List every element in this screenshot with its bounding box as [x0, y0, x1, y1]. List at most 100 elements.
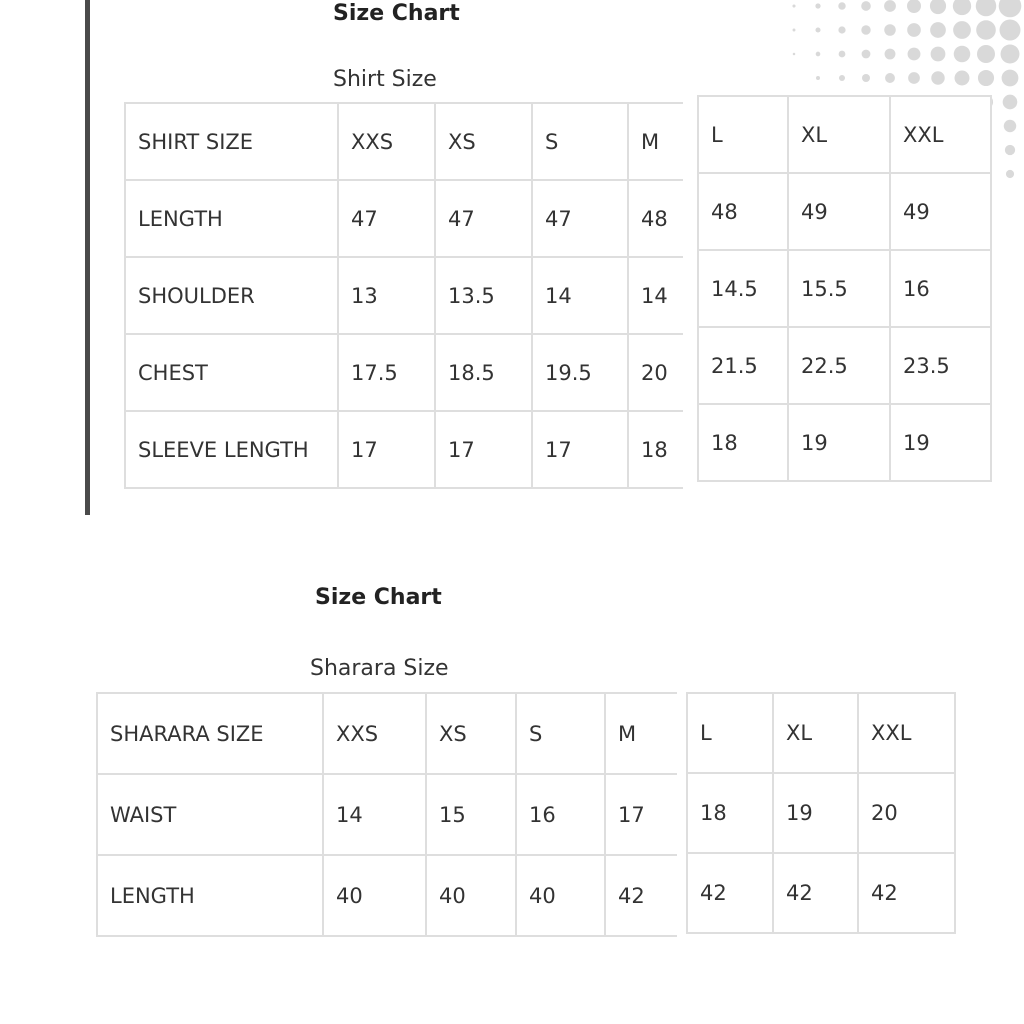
measurement-value: 42 [604, 854, 677, 937]
halftone-dot [907, 0, 921, 13]
measurement-value: 42 [772, 852, 859, 934]
halftone-dot [976, 20, 996, 40]
measurement-value: 18 [697, 403, 789, 482]
measurement-value: 49 [889, 172, 992, 251]
halftone-dot [954, 70, 970, 86]
size-header-cell: XS [434, 102, 533, 181]
size-header-cell: XL [787, 95, 891, 174]
table-row: WAIST 14 15 16 17 [96, 773, 677, 856]
halftone-dot [908, 72, 920, 84]
measurement-value: 19 [889, 403, 992, 482]
halftone-dot [1000, 44, 1020, 64]
measurement-value: 19 [772, 772, 859, 854]
table-row: LENGTH 47 47 47 48 [124, 179, 683, 258]
measurement-value: 23.5 [889, 326, 992, 405]
halftone-dot [999, 19, 1021, 41]
halftone-dot [838, 2, 846, 10]
halftone-dot [930, 22, 946, 38]
halftone-dot [931, 71, 945, 85]
halftone-dot [861, 25, 871, 35]
size-header-label: SHARARA SIZE [96, 692, 324, 775]
measurement-value: 17 [604, 773, 677, 856]
table-row: SHOULDER 13 13.5 14 14 [124, 256, 683, 335]
size-header-cell: XS [425, 692, 517, 775]
size-table-1-right: L XL XXL 18 19 20 42 42 42 [686, 692, 956, 934]
header-row: L XL XXL [686, 692, 956, 774]
chart-subtitle-sharara: Sharara Size [310, 656, 449, 681]
measurement-value: 17.5 [337, 333, 436, 412]
measurement-value: 47 [531, 179, 629, 258]
halftone-dot [815, 3, 821, 9]
halftone-dot [929, 0, 947, 15]
size-header-cell: L [686, 692, 774, 774]
halftone-dot [861, 49, 871, 59]
size-header-cell: S [515, 692, 606, 775]
measurement-value: 14.5 [697, 249, 789, 328]
measurement-value: 40 [322, 854, 427, 937]
measurement-value: 40 [515, 854, 606, 937]
size-header-cell: L [697, 95, 789, 174]
measurement-value: 48 [627, 179, 683, 258]
measurement-value: 49 [787, 172, 891, 251]
size-table-0-right: L XL XXL 48 49 49 14.5 15.5 16 21.5 22.5 23.5 18 19 19 [697, 95, 992, 482]
halftone-dot [839, 75, 845, 81]
header-row: SHARARA SIZE XXS XS S M [96, 692, 677, 775]
halftone-dot [861, 1, 871, 11]
halftone-dot [815, 27, 821, 33]
header-row: SHIRT SIZE XXS XS S M [124, 102, 683, 181]
measurement-value: 16 [889, 249, 992, 328]
left-accent-bar [85, 0, 90, 515]
table-row: 14.5 15.5 16 [697, 249, 992, 328]
size-header-cell: M [604, 692, 677, 775]
header-row: L XL XXL [697, 95, 992, 174]
measurement-value: 48 [697, 172, 789, 251]
measurement-value: 18 [627, 410, 683, 489]
halftone-dot [1003, 119, 1017, 133]
size-table-1-left: SHARARA SIZE XXS XS S M WAIST 14 15 16 17 LENGTH 40… [96, 692, 677, 937]
measurement-value: 42 [686, 852, 774, 934]
halftone-dot [977, 45, 995, 63]
measurement-label: LENGTH [124, 179, 339, 258]
measurement-value: 19.5 [531, 333, 629, 412]
halftone-dot [816, 76, 820, 80]
halftone-dot [792, 28, 796, 32]
measurement-value: 14 [322, 773, 427, 856]
size-header-cell: XXS [322, 692, 427, 775]
halftone-dot [930, 46, 946, 62]
measurement-value: 47 [434, 179, 533, 258]
measurement-value: 40 [425, 854, 517, 937]
measurement-value: 13 [337, 256, 436, 335]
size-header-cell: XXL [889, 95, 992, 174]
halftone-dot [838, 26, 846, 34]
halftone-dot [1002, 94, 1018, 110]
halftone-dot [792, 52, 796, 56]
size-header-cell: M [627, 102, 683, 181]
halftone-dot [907, 23, 921, 37]
table-row: SLEEVE LENGTH 17 17 17 18 [124, 410, 683, 489]
halftone-dot [907, 47, 921, 61]
halftone-dot [1005, 169, 1015, 179]
measurement-value: 18 [686, 772, 774, 854]
measurement-value: 42 [857, 852, 956, 934]
measurement-label: WAIST [96, 773, 324, 856]
table-row: 42 42 42 [686, 852, 956, 934]
chart-title-sharara: Size Chart [315, 585, 442, 610]
measurement-value: 17 [337, 410, 436, 489]
size-header-cell: S [531, 102, 629, 181]
table-row: 18 19 19 [697, 403, 992, 482]
halftone-dot [792, 4, 796, 8]
measurement-label: CHEST [124, 333, 339, 412]
size-table-0-left: SHIRT SIZE XXS XS S M LENGTH 47 47 47 48 SHOULDER 1… [124, 102, 683, 489]
measurement-label: LENGTH [96, 854, 324, 937]
halftone-dot [884, 24, 896, 36]
size-header-cell: XXS [337, 102, 436, 181]
halftone-dot [975, 0, 997, 17]
halftone-dot [953, 45, 971, 63]
size-header-label: SHIRT SIZE [124, 102, 339, 181]
table-row: LENGTH 40 40 40 42 [96, 854, 677, 937]
chart-title-shirt: Size Chart [333, 1, 460, 26]
halftone-dot [1001, 69, 1019, 87]
table-row: 21.5 22.5 23.5 [697, 326, 992, 405]
measurement-label: SLEEVE LENGTH [124, 410, 339, 489]
measurement-value: 47 [337, 179, 436, 258]
